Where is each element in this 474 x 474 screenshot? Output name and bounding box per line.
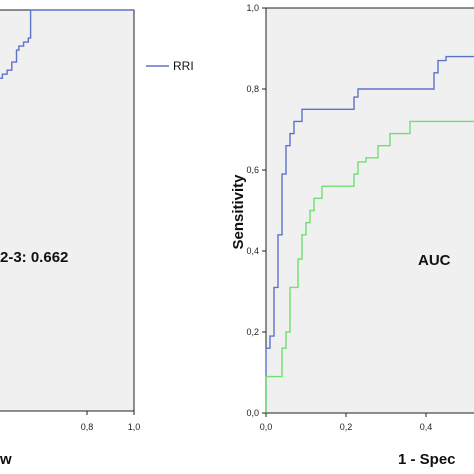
left-x-axis-title: w <box>0 451 12 468</box>
right-series-line-2 <box>265 120 474 413</box>
left-series-lines <box>0 9 134 79</box>
legend: RRI <box>146 59 194 73</box>
left-chart: 0,8 1,0 w 2-3: 0.662 <box>0 9 141 468</box>
right-x-tick-label: 0,2 <box>340 422 353 432</box>
right-y-ticks: 0,0 0,2 0,4 0,6 0,8 1,0 <box>246 3 266 418</box>
left-plot-area <box>0 9 135 412</box>
right-chart: 0,0 0,2 0,4 0,6 0,8 1,0 0,0 0,2 0,4 Sens… <box>230 3 474 468</box>
right-plot-area <box>265 7 474 414</box>
right-x-axis-title: 1 - Spec <box>398 451 456 468</box>
left-x-tick-label: 0,8 <box>81 422 94 432</box>
right-x-ticks: 0,0 0,2 0,4 <box>260 413 433 432</box>
legend-label-rri: RRI <box>173 59 194 73</box>
left-x-tick-label: 1,0 <box>128 422 141 432</box>
right-series-line-1 <box>265 55 474 413</box>
right-x-tick-label: 0,0 <box>260 422 273 432</box>
right-y-tick-label: 0,4 <box>246 246 259 256</box>
right-series-lines <box>265 55 474 413</box>
right-y-tick-label: 0,8 <box>246 84 259 94</box>
right-y-tick-label: 1,0 <box>246 3 259 13</box>
right-x-tick-label: 0,4 <box>420 422 433 432</box>
right-auc-annotation: AUC <box>418 252 451 269</box>
right-y-tick-label: 0,2 <box>246 327 259 337</box>
right-y-tick-label: 0,0 <box>246 408 259 418</box>
right-y-axis-title: Sensitivity <box>230 174 247 250</box>
left-auc-annotation: 2-3: 0.662 <box>0 249 68 266</box>
left-series-line-1 <box>0 9 134 79</box>
right-y-tick-label: 0,6 <box>246 165 259 175</box>
